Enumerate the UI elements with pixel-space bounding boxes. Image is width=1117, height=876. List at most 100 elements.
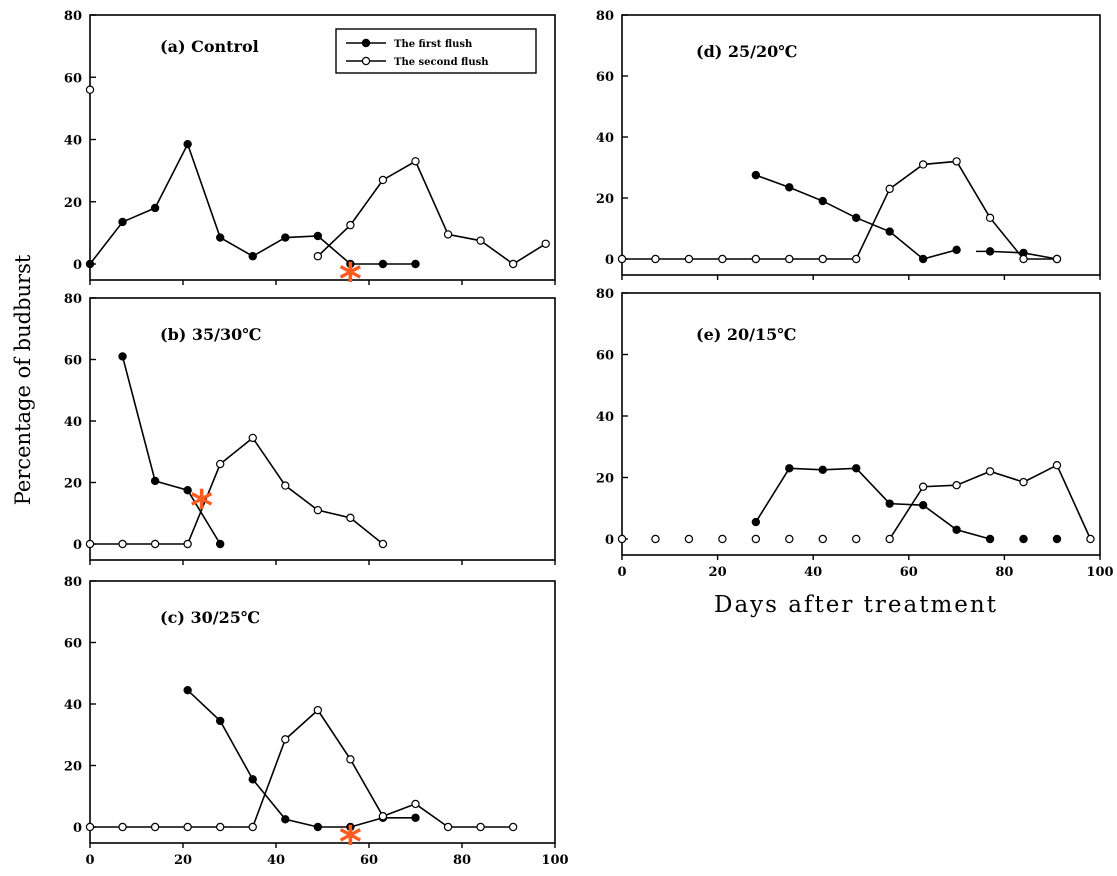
- data-point-second-flush: [1086, 534, 1095, 544]
- data-point-second-flush: [718, 254, 727, 264]
- data-point-second-flush: [1052, 461, 1062, 470]
- legend-label-second: The second flush: [394, 57, 489, 68]
- data-point-second-flush: [313, 505, 323, 515]
- data-point-second-flush: [508, 259, 518, 269]
- data-point-second-flush: [85, 85, 95, 94]
- panel-title: (e) 20/15℃: [696, 325, 796, 344]
- y-tick-label: 0: [73, 821, 82, 836]
- data-point-second-flush: [952, 480, 961, 490]
- x-axis-label: Days after treatment: [714, 592, 998, 618]
- y-tick-label: 0: [605, 533, 614, 548]
- panel-frame: [89, 297, 556, 561]
- series-line-second-flush: [317, 160, 547, 265]
- data-point-second-flush: [215, 459, 225, 469]
- panel-title: (a) Control: [160, 37, 259, 56]
- data-point-first-flush: [852, 213, 861, 223]
- legend-marker-first: [361, 38, 371, 48]
- data-point-second-flush: [684, 254, 694, 264]
- panel-c: 0 20 40 60 80 0 20 40 60 80 100 (c) 30/25℃ *: [64, 575, 569, 868]
- data-point-second-flush: [985, 213, 995, 223]
- data-point-second-flush: [183, 539, 192, 549]
- data-point-second-flush: [952, 157, 961, 166]
- series-line-first-flush: [187, 689, 416, 828]
- y-tick-label: 40: [596, 131, 614, 146]
- asterisk-marker: *: [339, 254, 362, 305]
- data-point-first-flush: [183, 139, 192, 149]
- y-tick-label: 20: [596, 472, 614, 487]
- y-tick-label: 20: [596, 192, 614, 207]
- x-tick-label: 20: [709, 565, 727, 580]
- data-point-first-flush: [751, 170, 761, 180]
- x-tick-label: 80: [453, 853, 471, 868]
- series-line-first-flush: [121, 356, 221, 545]
- data-point-second-flush: [346, 513, 355, 523]
- data-point-first-flush: [885, 499, 894, 508]
- panel-title: (d) 25/20℃: [696, 42, 797, 61]
- y-tick-label: 60: [64, 71, 82, 86]
- data-point-first-flush: [248, 252, 257, 261]
- data-point-first-flush: [818, 196, 827, 206]
- data-point-second-flush: [411, 157, 420, 166]
- data-point-second-flush: [852, 254, 861, 264]
- y-tick-label: 0: [73, 258, 82, 273]
- data-point-second-flush: [785, 534, 794, 544]
- x-tick-label: 60: [360, 853, 378, 868]
- data-point-first-flush: [281, 233, 290, 242]
- data-point-second-flush: [378, 812, 388, 821]
- data-point-first-flush: [378, 259, 388, 269]
- data-point-first-flush: [150, 476, 160, 486]
- data-point-first-flush: [215, 716, 225, 726]
- data-point-second-flush: [617, 534, 627, 544]
- data-point-second-flush: [378, 175, 388, 185]
- data-point-second-flush: [248, 433, 257, 443]
- panel-d: 0 20 40 60 80 (d) 25/20℃: [596, 9, 1101, 280]
- y-tick-label: 60: [596, 349, 614, 364]
- data-point-first-flush: [346, 259, 355, 269]
- data-point-second-flush: [346, 755, 355, 764]
- y-tick-label: 40: [64, 698, 82, 713]
- data-point-second-flush: [85, 822, 95, 832]
- series-line-second-flush: [889, 464, 1092, 540]
- data-point-first-flush: [215, 539, 225, 549]
- data-point-first-flush: [183, 685, 192, 695]
- y-tick-label: 0: [73, 538, 82, 553]
- data-point-second-flush: [346, 220, 355, 230]
- data-point-second-flush: [852, 534, 861, 544]
- data-point-first-flush: [1019, 534, 1028, 544]
- data-point-first-flush: [248, 775, 257, 784]
- panel-frame: [89, 14, 556, 281]
- data-point-second-flush: [651, 534, 660, 544]
- series-line-second-flush: [622, 160, 1057, 260]
- panel-title: (c) 30/25℃: [160, 608, 260, 627]
- data-point-second-flush: [215, 822, 225, 832]
- y-tick-label: 60: [596, 70, 614, 85]
- data-point-second-flush: [651, 254, 660, 264]
- data-point-first-flush: [785, 464, 794, 473]
- panel-title: (b) 35/30℃: [160, 325, 261, 344]
- data-point-second-flush: [1019, 477, 1028, 487]
- data-point-second-flush: [118, 539, 127, 549]
- data-point-second-flush: [85, 539, 95, 549]
- asterisk-marker: *: [190, 481, 213, 532]
- data-point-first-flush: [411, 813, 420, 822]
- x-tick-label: 80: [995, 565, 1013, 580]
- data-point-second-flush: [150, 539, 160, 549]
- data-point-second-flush: [751, 254, 761, 264]
- x-tick-label: 40: [267, 853, 285, 868]
- x-tick-label: 20: [174, 853, 192, 868]
- data-point-second-flush: [1052, 254, 1062, 264]
- data-point-second-flush: [818, 254, 827, 264]
- y-tick-label: 80: [64, 9, 82, 24]
- data-point-second-flush: [617, 254, 627, 264]
- data-point-second-flush: [785, 254, 794, 264]
- y-tick-label: 0: [605, 253, 614, 268]
- y-tick-label: 20: [64, 477, 82, 492]
- data-point-first-flush: [313, 822, 323, 832]
- x-tick-label: 60: [900, 565, 918, 580]
- data-point-first-flush: [118, 352, 127, 361]
- data-point-second-flush: [313, 252, 323, 261]
- panel-e: 0 20 40 60 80 0 20 40 60 80 100 (e) 20/15℃: [596, 287, 1114, 580]
- data-point-first-flush: [985, 247, 995, 256]
- y-tick-label: 80: [64, 575, 82, 590]
- data-point-second-flush: [885, 534, 894, 544]
